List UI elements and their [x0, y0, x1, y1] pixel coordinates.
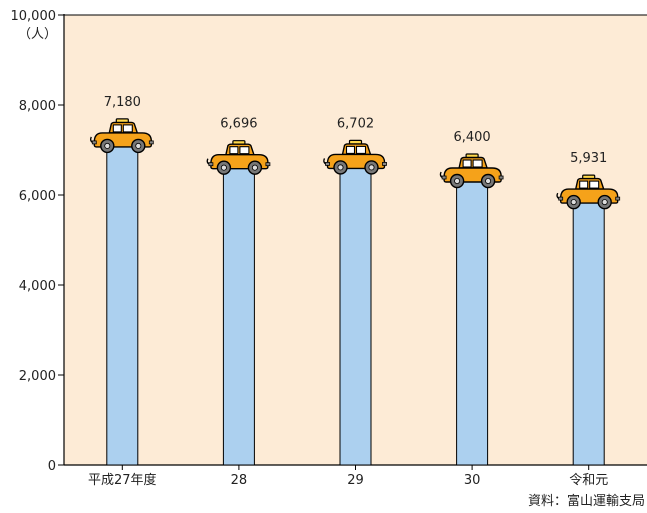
bar [456, 176, 489, 466]
y-tick-label: 8,000 [19, 99, 56, 114]
value-label: 6,702 [337, 116, 374, 131]
bar [572, 197, 605, 466]
y-unit-label: （人） [18, 27, 57, 42]
value-label: 7,180 [104, 95, 141, 110]
source-note: 資料：富山運輸支局 [528, 493, 645, 509]
y-axis: 0 2,000 4,000 6,000 8,000 10,000 [11, 9, 64, 474]
x-axis: 平成27年度 28 29 30 令和元 [88, 465, 608, 488]
value-labels: 7,180 6,696 6,702 6,400 5,931 [104, 95, 608, 166]
y-tick-label: 10,000 [11, 9, 57, 24]
y-tick-label: 6,000 [19, 189, 56, 204]
x-tick-label: 平成27年度 [88, 472, 157, 488]
value-label: 5,931 [570, 151, 607, 166]
value-label: 6,400 [453, 130, 490, 145]
bars [106, 141, 605, 466]
y-tick-label: 0 [48, 459, 56, 474]
y-tick-label: 4,000 [19, 279, 56, 294]
value-label: 6,696 [220, 117, 257, 132]
x-tick-label: 28 [231, 473, 248, 488]
bar [222, 163, 255, 466]
y-tick-label: 2,000 [19, 369, 56, 384]
bar [106, 141, 139, 466]
x-tick-label: 30 [464, 473, 481, 488]
x-tick-label: 令和元 [569, 473, 608, 488]
bar [339, 162, 372, 466]
x-tick-label: 29 [347, 473, 364, 488]
